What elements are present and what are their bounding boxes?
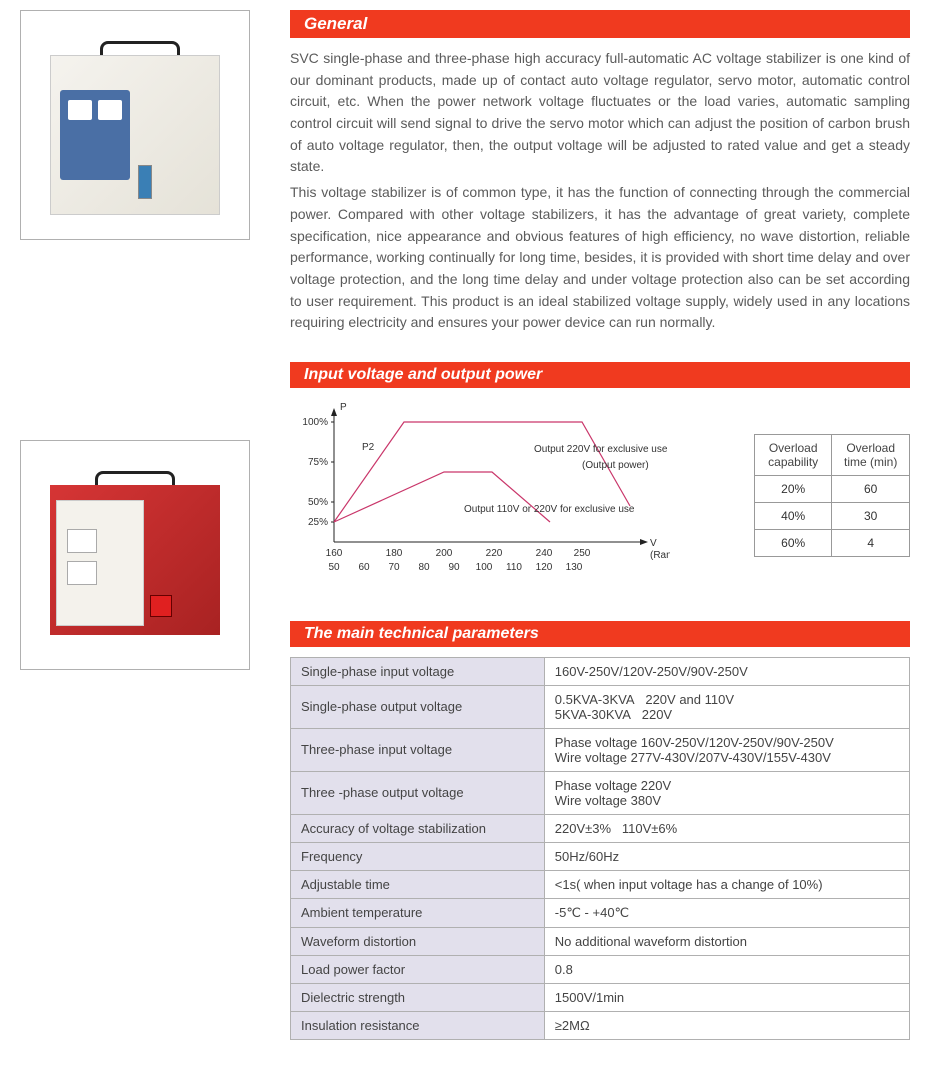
params-value: 160V-250V/120V-250V/90V-250V <box>544 657 909 685</box>
overload-cell: 60 <box>832 475 910 502</box>
product-image-1 <box>20 10 250 240</box>
chart-xtick-bot: 110 <box>506 562 522 573</box>
section-general: General SVC single-phase and three-phase… <box>290 10 910 334</box>
params-row: Frequency50Hz/60Hz <box>291 842 910 870</box>
overload-table: Overload capability Overload time (min) … <box>754 434 910 557</box>
overload-cell: 40% <box>755 502 832 529</box>
chart-ytick: 25% <box>308 517 328 528</box>
section-io: Input voltage and output power P V <box>290 362 910 593</box>
overload-cell: 30 <box>832 502 910 529</box>
params-row: Load power factor0.8 <box>291 955 910 983</box>
params-label: Load power factor <box>291 955 545 983</box>
chart-xtick-top: 160 <box>326 548 343 559</box>
params-value: 0.5KVA-3KVA 220V and 110V5KVA-30KVA 220V <box>544 685 909 728</box>
params-row: Single-phase input voltage160V-250V/120V… <box>291 657 910 685</box>
overload-row: 60%4 <box>755 529 910 556</box>
params-row: Accuracy of voltage stabilization220V±3%… <box>291 814 910 842</box>
overload-cell: 60% <box>755 529 832 556</box>
chart-xtick-bot: 80 <box>418 562 430 573</box>
chart-xtick-bot: 100 <box>476 562 493 573</box>
chart-xtick-top: 240 <box>536 548 553 559</box>
chart-xtick-top: 200 <box>436 548 453 559</box>
params-label: Single-phase output voltage <box>291 685 545 728</box>
params-label: Waveform distortion <box>291 927 545 955</box>
chart-ytick: 75% <box>308 457 328 468</box>
section-params: The main technical parameters Single-pha… <box>290 621 910 1040</box>
chart-y-label: P <box>340 402 347 413</box>
params-row: Three-phase input voltagePhase voltage 1… <box>291 728 910 771</box>
chart-x-sublabel: (Range of input voltage) <box>650 550 670 561</box>
params-row: Waveform distortionNo additional wavefor… <box>291 927 910 955</box>
chart-x-label: V <box>650 538 657 549</box>
chart-ytick: 50% <box>308 497 328 508</box>
section-header-general: General <box>290 10 910 38</box>
overload-row: 20%60 <box>755 475 910 502</box>
product-image-2 <box>20 440 250 670</box>
params-table: Single-phase input voltage160V-250V/120V… <box>290 657 910 1040</box>
chart-xtick-bot: 60 <box>358 562 370 573</box>
params-value: <1s( when input voltage has a change of … <box>544 870 909 898</box>
chart-note-lower: Output 110V or 220V for exclusive use <box>464 504 635 515</box>
chart-ytick: 100% <box>302 417 328 428</box>
overload-cell: 4 <box>832 529 910 556</box>
params-label: Dielectric strength <box>291 983 545 1011</box>
section-header-params: The main technical parameters <box>290 621 910 647</box>
params-value: Phase voltage 220VWire voltage 380V <box>544 771 909 814</box>
params-label: Single-phase input voltage <box>291 657 545 685</box>
params-label: Three-phase input voltage <box>291 728 545 771</box>
params-row: Dielectric strength1500V/1min <box>291 983 910 1011</box>
chart-xtick-top: 220 <box>486 548 503 559</box>
chart-p2-label: P2 <box>362 442 375 453</box>
params-row: Single-phase output voltage0.5KVA-3KVA 2… <box>291 685 910 728</box>
params-label: Three -phase output voltage <box>291 771 545 814</box>
chart-note-upper2: (Output power) <box>582 460 649 471</box>
overload-th-2: Overload time (min) <box>832 434 910 475</box>
params-label: Ambient temperature <box>291 898 545 927</box>
overload-th-1: Overload capability <box>755 434 832 475</box>
chart-xtick-bot: 90 <box>448 562 460 573</box>
section-header-io: Input voltage and output power <box>290 362 910 388</box>
chart-xtick-top: 250 <box>574 548 591 559</box>
params-value: ≥2MΩ <box>544 1011 909 1039</box>
params-row: Ambient temperature-5℃ - +40℃ <box>291 898 910 927</box>
params-row: Adjustable time<1s( when input voltage h… <box>291 870 910 898</box>
params-value: 1500V/1min <box>544 983 909 1011</box>
params-row: Three -phase output voltagePhase voltage… <box>291 771 910 814</box>
params-row: Insulation resistance≥2MΩ <box>291 1011 910 1039</box>
overload-cell: 20% <box>755 475 832 502</box>
chart-xtick-bot: 50 <box>328 562 340 573</box>
params-value: Phase voltage 160V-250V/120V-250V/90V-25… <box>544 728 909 771</box>
io-chart: P V (Range of input voltage) 100% 75% 50% 2… <box>290 398 736 593</box>
params-value: No additional waveform distortion <box>544 927 909 955</box>
params-value: 50Hz/60Hz <box>544 842 909 870</box>
params-value: -5℃ - +40℃ <box>544 898 909 927</box>
chart-xtick-bot: 120 <box>536 562 553 573</box>
params-label: Accuracy of voltage stabilization <box>291 814 545 842</box>
chart-note-upper: Output 220V for exclusive use <box>534 444 668 455</box>
chart-xtick-top: 180 <box>386 548 403 559</box>
general-para-2: This voltage stabilizer is of common typ… <box>290 182 910 334</box>
params-label: Frequency <box>291 842 545 870</box>
chart-xtick-bot: 130 <box>566 562 583 573</box>
general-text: SVC single-phase and three-phase high ac… <box>290 48 910 334</box>
params-value: 220V±3% 110V±6% <box>544 814 909 842</box>
params-label: Insulation resistance <box>291 1011 545 1039</box>
overload-row: 40%30 <box>755 502 910 529</box>
general-para-1: SVC single-phase and three-phase high ac… <box>290 48 910 178</box>
params-label: Adjustable time <box>291 870 545 898</box>
chart-xtick-bot: 70 <box>388 562 400 573</box>
params-value: 0.8 <box>544 955 909 983</box>
